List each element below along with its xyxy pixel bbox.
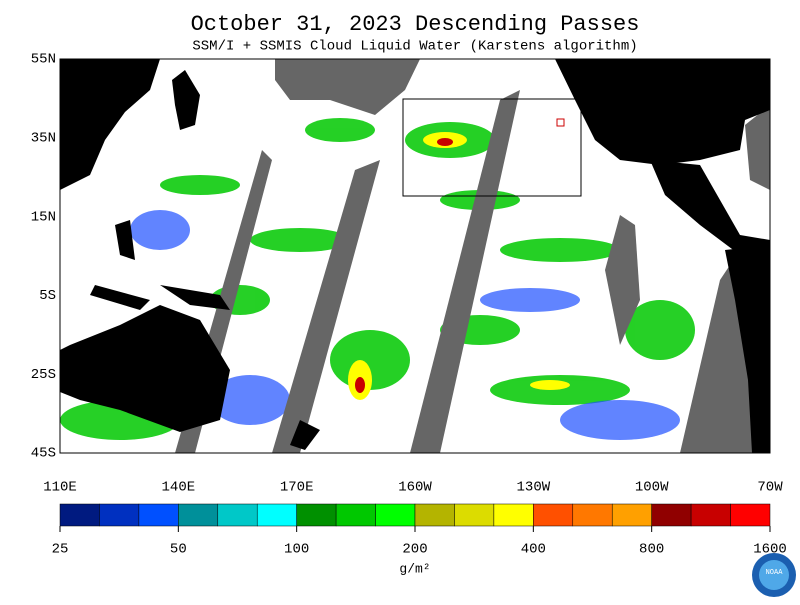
logo-text: NOAA [766, 569, 784, 577]
lon-label: 170E [280, 480, 314, 496]
cloud-field [60, 118, 695, 440]
colorbar-swatch [296, 503, 337, 527]
colorbar-swatch [256, 503, 297, 527]
colorbar-swatch [178, 503, 219, 527]
logo: NOAA [752, 553, 796, 597]
colorbar-swatch [730, 503, 771, 527]
colorbar-swatch [99, 503, 140, 527]
colorbar-swatch [414, 503, 455, 527]
colorbar-label: 800 [639, 542, 664, 558]
title: October 31, 2023 Descending Passes [191, 12, 640, 37]
colorbar-label: 400 [521, 542, 546, 558]
colorbar-label: 25 [52, 542, 69, 558]
marker [556, 118, 565, 127]
colorbar-swatch [533, 503, 574, 527]
colorbar-label: 50 [170, 542, 187, 558]
colorbar-swatch [59, 503, 100, 527]
lat-label: 5S [39, 288, 56, 304]
colorbar-swatch [493, 503, 534, 527]
colorbar-label: 200 [402, 542, 427, 558]
colorbar-swatch [454, 503, 495, 527]
land [60, 59, 770, 453]
colorbar-label: 100 [284, 542, 309, 558]
colorbar-swatch [611, 503, 652, 527]
colorbar-swatch [335, 503, 376, 527]
region-box [402, 98, 582, 197]
lon-label: 110E [43, 480, 77, 496]
map-frame [59, 58, 771, 454]
colorbar-swatch [138, 503, 179, 527]
logo-inner [759, 560, 789, 590]
subtitle: SSM/I + SSMIS Cloud Liquid Water (Karste… [192, 39, 637, 55]
colorbar-swatch [375, 503, 416, 527]
lat-label: 25S [31, 367, 56, 383]
colorbar-swatch [690, 503, 731, 527]
lon-label: 140E [162, 480, 196, 496]
cloud-field-low [130, 210, 680, 440]
lat-label: 15N [31, 209, 56, 225]
lon-label: 70W [757, 480, 783, 496]
lon-label: 160W [398, 480, 432, 496]
lat-label: 35N [31, 131, 56, 147]
colorbar-swatch [217, 503, 258, 527]
colorbar-swatch [572, 503, 613, 527]
lat-label: 45S [31, 446, 56, 462]
lon-label: 130W [517, 480, 551, 496]
lon-label: 100W [635, 480, 669, 496]
map [59, 58, 771, 454]
colorbar-swatch [651, 503, 692, 527]
lat-label: 55N [31, 52, 56, 68]
colorbar-unit: g/m² [399, 561, 430, 576]
